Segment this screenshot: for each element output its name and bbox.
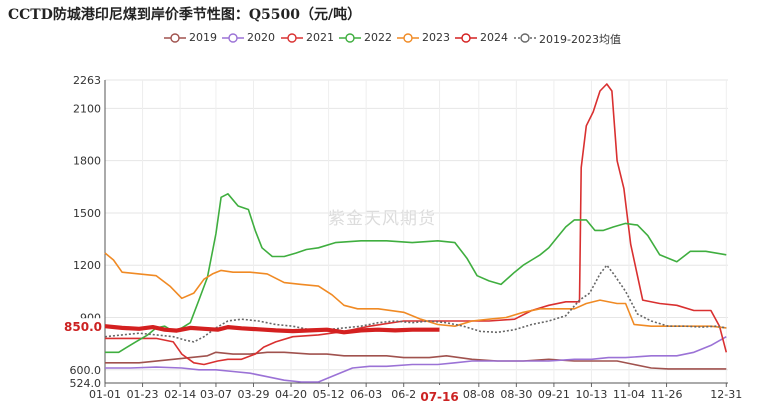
legend-swatch-icon — [397, 33, 419, 43]
current-value-label-bg — [64, 318, 104, 335]
x-tick-label: 02-14 — [164, 388, 196, 401]
series-line-2023 — [104, 252, 727, 329]
x-tick-label: 09-21 — [538, 388, 570, 401]
y-tick-label: 600.0 — [70, 364, 102, 377]
y-tick-label: 1500 — [73, 207, 101, 220]
series-line-2019 — [105, 351, 727, 370]
x-tick-label: 05-12 — [313, 388, 345, 401]
x-tick-label: 03-29 — [238, 388, 270, 401]
legend-label: 2020 — [247, 31, 275, 44]
current-date-label: 07-16 — [420, 390, 458, 404]
chart-title: CCTD防城港印尼煤到岸价季节性图：Q5500（元/吨） — [8, 7, 362, 23]
legend-swatch-icon — [281, 33, 303, 43]
x-tick-label: 10-13 — [575, 388, 607, 401]
y-tick-label: 1200 — [73, 259, 101, 272]
series-line-2020 — [105, 336, 727, 383]
x-tick-label: 12-31 — [710, 388, 742, 401]
x-tick-label: 01-23 — [127, 388, 159, 401]
legend-label: 2019 — [189, 31, 217, 44]
legend-swatch-icon — [339, 33, 361, 43]
x-tick-label: 08-08 — [463, 388, 495, 401]
x-tick-label: 11-04 — [613, 388, 645, 401]
x-tick-label: 06-03 — [350, 388, 382, 401]
y-tick-label: 2100 — [73, 102, 101, 115]
chart-legend: 2019 2020 2021 2022 2023 2024 2019-2023均值 — [0, 28, 763, 48]
legend-label: 2022 — [364, 31, 392, 44]
x-tick-label: 03-07 — [200, 388, 232, 401]
y-tick-label: 2263 — [73, 74, 101, 87]
legend-label: 2023 — [422, 31, 450, 44]
legend-swatch-icon — [514, 33, 536, 43]
legend-label: 2021 — [306, 31, 334, 44]
y-tick-label: 1800 — [73, 155, 101, 168]
current-value-label: 850.0 — [64, 320, 102, 334]
x-tick-label: 06-2 — [391, 388, 416, 401]
legend-swatch-icon — [164, 33, 186, 43]
watermark-text: 紫金天风期货 — [328, 209, 436, 229]
legend-swatch-icon — [222, 33, 244, 43]
y-tick-label: 524.0 — [70, 377, 102, 390]
legend-label: 2024 — [480, 31, 508, 44]
x-tick-label: 11-26 — [651, 388, 683, 401]
x-tick-label: 04-20 — [275, 388, 307, 401]
legend-swatch-icon — [455, 33, 477, 43]
series-line-2021 — [105, 83, 728, 366]
series-line-2024 — [104, 324, 440, 335]
x-tick-label: 08-30 — [500, 388, 532, 401]
legend-label: 2019-2023均值 — [539, 33, 621, 46]
series-line-2022 — [105, 193, 727, 354]
current-date-label-bg — [417, 385, 462, 407]
series-line-2019-2023- — [104, 264, 727, 343]
x-tick-label: 01-01 — [89, 388, 121, 401]
